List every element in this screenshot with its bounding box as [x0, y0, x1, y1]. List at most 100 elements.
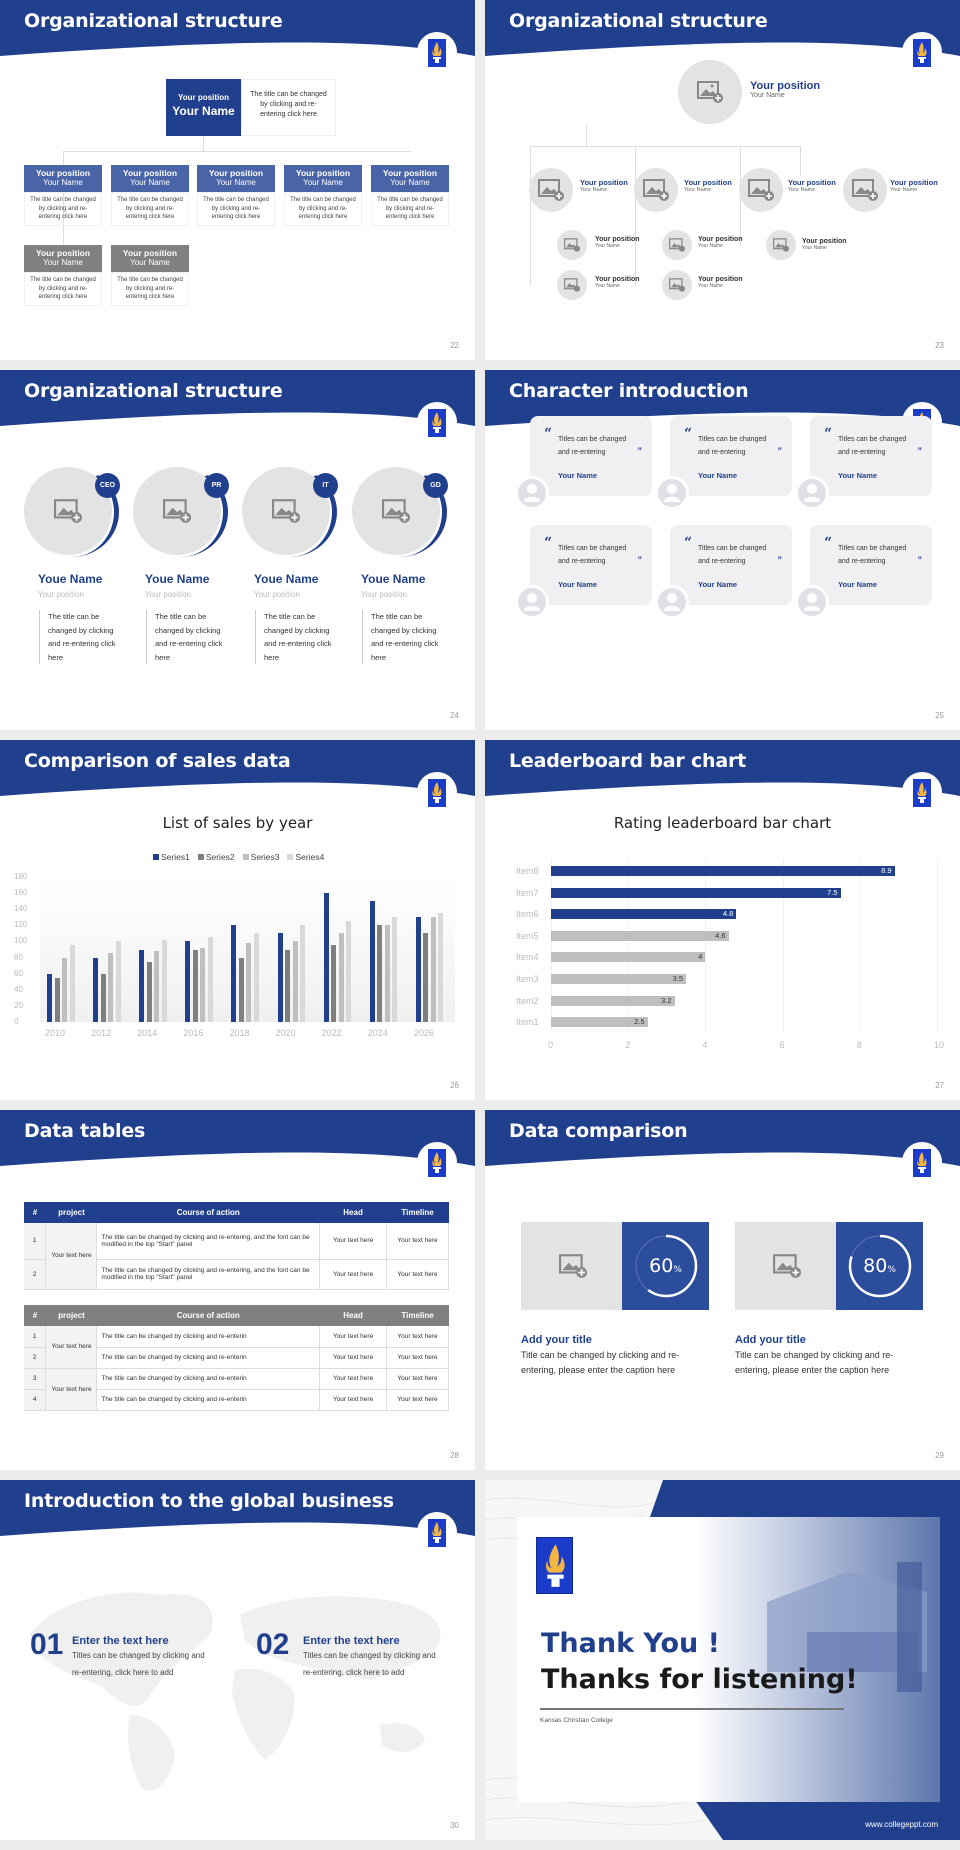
photo-placeholder[interactable] — [843, 168, 887, 212]
bar[interactable] — [154, 951, 160, 1022]
bar[interactable] — [47, 973, 52, 1022]
bar[interactable] — [231, 925, 237, 1022]
bar[interactable] — [253, 933, 259, 1022]
bar[interactable]: 7.5 — [551, 887, 841, 898]
org-box[interactable]: Your position Your Name The title can be c… — [24, 165, 102, 226]
bar[interactable] — [185, 941, 191, 1022]
org-top-box[interactable]: Your position Your Name — [166, 79, 241, 136]
slide-26-sales-chart[interactable]: Comparison of sales data List of sales b… — [0, 740, 475, 1100]
website-link[interactable]: www.collegeppt.com — [865, 1820, 938, 1829]
person-photo[interactable]: IT — [242, 467, 338, 557]
bar[interactable] — [438, 913, 444, 1022]
table-row[interactable]: 1 Your text here The title can be change… — [24, 1223, 449, 1290]
bar[interactable] — [377, 925, 383, 1022]
bar[interactable] — [415, 917, 421, 1022]
photo-placeholder[interactable] — [529, 168, 573, 212]
table-row[interactable]: 1 Your text here The title can be change… — [24, 1326, 449, 1369]
photo-placeholder-small[interactable] — [662, 270, 692, 300]
org-box[interactable]: Your position Your Name The title can be c… — [24, 245, 102, 306]
bar[interactable]: 2.5 — [551, 1017, 648, 1028]
table-row[interactable]: 4 The title can be changed by clicking a… — [24, 1389, 449, 1411]
avatar[interactable] — [795, 585, 829, 619]
avatar[interactable] — [795, 476, 829, 510]
character-card[interactable]: “ Titles can be changed and re-entering … — [670, 525, 792, 605]
bar[interactable]: 4.8 — [551, 909, 737, 920]
avatar[interactable] — [655, 585, 689, 619]
bar[interactable]: 3.2 — [551, 995, 675, 1006]
bar[interactable] — [139, 949, 145, 1022]
person-photo[interactable]: PR — [133, 467, 229, 557]
org-box[interactable]: Your position Your Name The title can be c… — [111, 165, 189, 226]
photo-placeholder-small[interactable] — [662, 230, 692, 260]
bar[interactable] — [430, 917, 436, 1022]
photo-placeholder-small[interactable] — [766, 230, 796, 260]
slide-25-character-intro[interactable]: Character introduction “ Titles can be c… — [485, 370, 960, 730]
slide-23-org-structure[interactable]: Organizational structure Your position Yo… — [485, 0, 960, 360]
avatar[interactable] — [515, 476, 549, 510]
person-photo[interactable]: GD — [352, 467, 448, 557]
avatar[interactable] — [515, 585, 549, 619]
person-photo[interactable]: CEO — [24, 467, 120, 557]
character-card[interactable]: “ Titles can be changed and re-entering … — [530, 416, 652, 496]
bar[interactable] — [200, 947, 206, 1022]
photo-placeholder-small[interactable] — [557, 270, 587, 300]
character-card[interactable]: “ Titles can be changed and re-entering … — [530, 525, 652, 605]
bar[interactable] — [384, 925, 390, 1022]
slide-22-org-structure[interactable]: Organizational structure Your position Y… — [0, 0, 475, 360]
bar[interactable] — [115, 941, 121, 1022]
avatar[interactable] — [655, 476, 689, 510]
org-box[interactable]: Your position Your Name The title can be c… — [371, 165, 449, 226]
slide-27-leaderboard-chart[interactable]: Leaderboard bar chart Rating leaderboard… — [485, 740, 960, 1100]
bar[interactable] — [62, 957, 67, 1022]
table-row[interactable]: 2 The title can be changed by clicking a… — [24, 1259, 449, 1290]
bar[interactable] — [346, 920, 352, 1022]
bar[interactable]: 4.6 — [551, 930, 729, 941]
bar[interactable] — [100, 973, 106, 1022]
photo-placeholder[interactable] — [634, 168, 678, 212]
bar[interactable] — [246, 943, 252, 1022]
bar[interactable] — [161, 939, 167, 1022]
bar[interactable] — [69, 945, 75, 1022]
org-box[interactable]: Your position Your Name The title can be c… — [111, 245, 189, 306]
progress-ring-icon — [634, 1234, 698, 1298]
photo-placeholder-small[interactable] — [557, 230, 587, 260]
x-tick: 8 — [856, 1040, 862, 1050]
bar[interactable] — [423, 933, 429, 1022]
bar[interactable] — [108, 952, 114, 1022]
bar[interactable] — [238, 957, 244, 1022]
bar[interactable]: 4 — [551, 952, 706, 963]
bar[interactable] — [93, 957, 99, 1022]
table-row[interactable]: 2 The title can be changed by clicking a… — [24, 1347, 449, 1369]
character-card[interactable]: “ Titles can be changed and re-entering … — [810, 416, 932, 496]
bar-chart-plot: 180 160 140 120 100 80 60 40 20 0 2010 2012 2014 2016… — [0, 740, 475, 1100]
bar[interactable] — [54, 977, 60, 1022]
org-box[interactable]: Your position Your Name The title can be c… — [284, 165, 362, 226]
table-row[interactable]: 3 Your text here The title can be change… — [24, 1368, 449, 1411]
character-card[interactable]: “ Titles can be changed and re-entering … — [810, 525, 932, 605]
bar[interactable] — [277, 933, 283, 1022]
bar[interactable]: 8.9 — [551, 866, 895, 876]
bar[interactable] — [300, 925, 306, 1022]
bar[interactable] — [192, 949, 198, 1022]
data-card[interactable]: 80% — [735, 1222, 923, 1310]
character-card[interactable]: “ Titles can be changed and re-entering … — [670, 416, 792, 496]
slide-24-org-structure[interactable]: Organizational structure CEO PR IT GD Yo… — [0, 370, 475, 730]
bar[interactable] — [285, 949, 291, 1022]
bar[interactable] — [292, 941, 298, 1022]
bar[interactable]: 3.5 — [551, 974, 687, 984]
slide-28-data-tables[interactable]: Data tables # project Course of action H… — [0, 1110, 475, 1470]
bar[interactable] — [338, 933, 344, 1022]
bar[interactable] — [331, 944, 337, 1022]
data-card[interactable]: 60% — [521, 1222, 709, 1310]
photo-placeholder[interactable] — [678, 60, 742, 124]
slide-30-global-business[interactable]: Introduction to the global business 01 E… — [0, 1480, 475, 1840]
bar[interactable] — [323, 893, 329, 1022]
org-box[interactable]: Your position Your Name The title can be c… — [197, 165, 275, 226]
bar[interactable] — [207, 937, 213, 1022]
slide-31-thank-you[interactable]: Thank You ! Thanks for listening! Kansas… — [485, 1480, 960, 1840]
bar[interactable] — [369, 901, 375, 1022]
photo-placeholder[interactable] — [739, 168, 783, 212]
slide-29-data-comparison[interactable]: Data comparison 60% Add your title Title… — [485, 1110, 960, 1470]
bar[interactable] — [146, 961, 152, 1022]
bar[interactable] — [392, 917, 398, 1022]
